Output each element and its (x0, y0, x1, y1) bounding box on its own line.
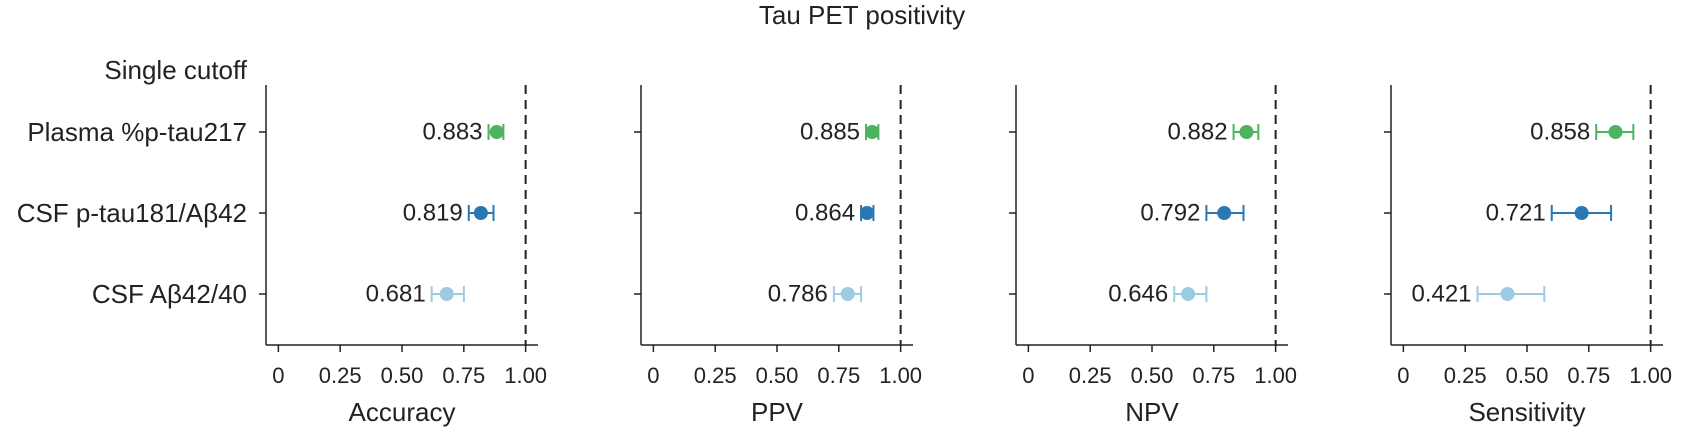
x-tick-label: 0.75 (817, 363, 860, 388)
data-point (865, 125, 880, 139)
data-label: 0.721 (1486, 200, 1546, 227)
x-tick-label: 0 (1022, 363, 1034, 388)
x-tick-label: 0.25 (319, 363, 362, 388)
x-tick-label: 1.00 (1254, 363, 1297, 388)
data-label: 0.864 (795, 200, 855, 227)
x-tick-label: 0.75 (1567, 363, 1610, 388)
x-tick-label: 0 (272, 363, 284, 388)
x-tick-label: 0 (1397, 363, 1409, 388)
data-label: 0.792 (1140, 200, 1200, 227)
x-axis-label: Sensitivity (1468, 397, 1585, 427)
data-label: 0.421 (1411, 281, 1471, 308)
data-point (1239, 125, 1254, 139)
panels: 0 0.25 0.50 0.75 1.00 Accuracy 0.883 0.819 0.681… (259, 85, 1672, 427)
x-tick-label: 0.25 (1069, 363, 1112, 388)
row-label: CSF Aβ42/40 (92, 279, 247, 309)
x-tick-label: 0.50 (1131, 363, 1174, 388)
row-labels: Plasma %p-tau217 CSF p-tau181/Aβ42 CSF Aβ4… (17, 117, 247, 309)
x-tick-label: 0.50 (1506, 363, 1549, 388)
data-point (840, 287, 855, 301)
x-tick-label: 0.25 (694, 363, 737, 388)
figure-title: Tau PET positivity (759, 0, 965, 30)
panel-ppv: 0 0.25 0.50 0.75 1.00 PPV 0.885 0.864 0.786 (634, 85, 922, 427)
x-tick-label: 0.50 (756, 363, 799, 388)
data-point (439, 287, 454, 301)
data-label: 0.883 (422, 119, 482, 146)
x-tick-label: 1.00 (879, 363, 922, 388)
data-label: 0.819 (403, 200, 463, 227)
data-point (1181, 287, 1196, 301)
x-tick-label: 0.75 (442, 363, 485, 388)
x-axis-label: NPV (1125, 397, 1179, 427)
panel-accuracy: 0 0.25 0.50 0.75 1.00 Accuracy 0.883 0.819 0.681 (259, 85, 547, 427)
data-point (1500, 287, 1515, 301)
row-label: Plasma %p-tau217 (27, 117, 247, 147)
x-tick-label: 0 (647, 363, 659, 388)
panel-sensitivity: 0 0.25 0.50 0.75 1.00 Sensitivity 0.858 0.721 0.… (1384, 85, 1672, 427)
x-tick-label: 1.00 (1629, 363, 1672, 388)
data-label: 0.858 (1530, 119, 1590, 146)
panel-npv: 0 0.25 0.50 0.75 1.00 NPV 0.882 0.792 0.646 (1009, 85, 1297, 427)
x-tick-label: 1.00 (504, 363, 547, 388)
x-tick-label: 0.75 (1192, 363, 1235, 388)
x-tick-label: 0.25 (1444, 363, 1487, 388)
data-point (1574, 206, 1589, 220)
data-point (1217, 206, 1232, 220)
row-label: CSF p-tau181/Aβ42 (17, 198, 247, 228)
group-label: Single cutoff (104, 55, 247, 85)
data-label: 0.885 (800, 119, 860, 146)
data-point (473, 206, 488, 220)
data-label: 0.646 (1108, 281, 1168, 308)
data-label: 0.786 (768, 281, 828, 308)
x-axis-label: PPV (751, 397, 804, 427)
data-point (489, 125, 504, 139)
data-label: 0.882 (1168, 119, 1228, 146)
data-label: 0.681 (366, 281, 426, 308)
x-tick-label: 0.50 (381, 363, 424, 388)
data-point (1608, 125, 1623, 139)
x-axis-label: Accuracy (349, 397, 456, 427)
data-point (860, 206, 875, 220)
